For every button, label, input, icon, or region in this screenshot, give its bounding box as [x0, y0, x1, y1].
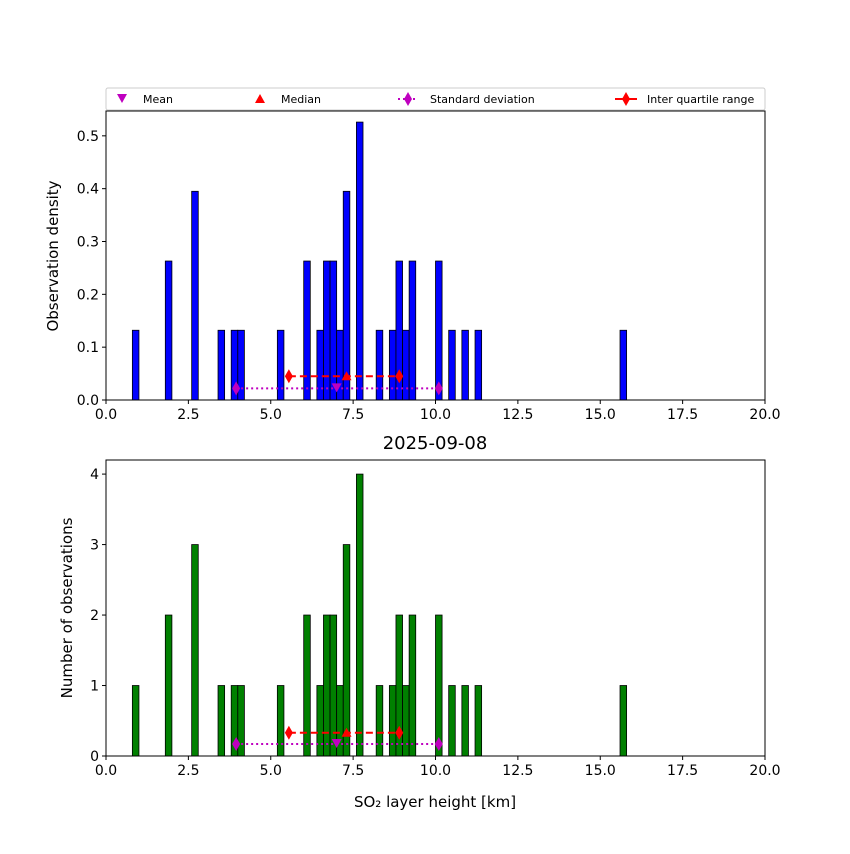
histogram-bar — [388, 329, 397, 401]
histogram-bar — [323, 614, 331, 757]
histogram-bar — [474, 329, 483, 401]
histogram-bar — [217, 685, 226, 757]
iqr-marker — [284, 369, 293, 384]
mean-legend-icon — [117, 94, 127, 103]
histogram-bar — [375, 685, 384, 757]
histogram-bar — [191, 544, 199, 757]
histogram-bar — [448, 329, 456, 401]
bottom-ylabel: Number of observations — [58, 517, 76, 698]
x-tick-label: 20.0 — [749, 407, 780, 423]
y-tick-label: 0.5 — [77, 129, 99, 145]
histogram-bar — [131, 329, 140, 401]
histogram-bar — [303, 260, 311, 401]
histogram-bar — [316, 685, 324, 757]
histogram-bar — [191, 190, 199, 401]
mean-marker — [331, 383, 342, 393]
histogram-bar — [342, 544, 351, 757]
median-legend-icon — [255, 94, 265, 103]
histogram-bar — [342, 190, 351, 401]
x-tick-label: 15.0 — [585, 763, 616, 779]
x-tick-label: 0.0 — [95, 763, 117, 779]
x-tick-label: 2.5 — [177, 407, 199, 423]
std-legend-icon — [404, 92, 412, 106]
y-tick-label: 0 — [90, 749, 99, 765]
iqr-marker — [284, 725, 293, 740]
histogram-bar — [408, 614, 417, 757]
plot-0: 0.0 2.5 5.0 7.5 10.0 12.5 15.0 17.5 20.0 0.0 0.1 0.… — [77, 110, 781, 423]
histogram-bar — [164, 260, 173, 401]
iqr-marker — [395, 725, 404, 740]
histogram-bar — [323, 260, 331, 401]
plot-1: 0.0 2.5 5.0 7.5 10.0 12.5 15.0 17.5 20.0 0 1 2 3 4 — [90, 459, 781, 779]
histogram-bar — [329, 260, 338, 401]
histogram-bar — [619, 329, 628, 401]
histogram-bar — [276, 685, 285, 757]
median-marker — [341, 727, 352, 737]
x-tick-label: 10.0 — [420, 407, 451, 423]
iqr-marker — [395, 369, 404, 384]
histogram-bar — [131, 685, 140, 757]
top-ylabel: Observation density — [44, 180, 62, 331]
histogram-bar — [461, 685, 469, 757]
x-tick-label: 17.5 — [667, 763, 698, 779]
histogram-bar — [164, 614, 173, 757]
x-tick-label: 15.0 — [585, 407, 616, 423]
histogram-bar — [316, 329, 324, 401]
histogram-bar — [461, 329, 469, 401]
histogram-bar — [276, 329, 285, 401]
histogram-bar — [388, 685, 397, 757]
histogram-bar — [448, 685, 456, 757]
x-tick-label: 17.5 — [667, 407, 698, 423]
std-marker — [434, 381, 443, 396]
histogram-bar — [402, 329, 410, 401]
histogram-bar — [375, 329, 384, 401]
x-tick-label: 12.5 — [502, 763, 533, 779]
histogram-bar — [329, 614, 338, 757]
x-tick-label: 12.5 — [502, 407, 533, 423]
histogram-bar — [217, 329, 226, 401]
y-tick-label: 0.0 — [77, 393, 99, 409]
y-tick-label: 0.1 — [77, 340, 99, 356]
x-tick-label: 5.0 — [260, 763, 282, 779]
y-tick-label: 0.4 — [77, 182, 99, 198]
std-marker — [232, 381, 241, 396]
std-marker — [232, 737, 241, 752]
x-tick-label: 5.0 — [260, 407, 282, 423]
y-tick-label: 3 — [90, 538, 99, 554]
x-tick-label: 20.0 — [749, 763, 780, 779]
legend-mean: Mean — [143, 93, 173, 106]
y-tick-label: 2 — [90, 608, 99, 624]
x-tick-label: 7.5 — [342, 407, 364, 423]
x-tick-label: 10.0 — [420, 763, 451, 779]
x-tick-label: 0.0 — [95, 407, 117, 423]
std-marker — [434, 737, 443, 752]
histogram-bar — [303, 614, 311, 757]
histogram-bar — [474, 685, 483, 757]
legend-std: Standard deviation — [430, 93, 535, 106]
x-tick-label: 2.5 — [177, 763, 199, 779]
mean-marker — [331, 739, 342, 749]
histogram-bar — [356, 121, 364, 401]
median-marker — [341, 371, 352, 381]
bottom-title: 2025-09-08 — [383, 433, 488, 454]
y-tick-label: 1 — [90, 679, 99, 695]
legend: Mean Median Standard deviation Inter qua… — [105, 87, 766, 111]
histogram-bar — [408, 260, 417, 401]
x-tick-label: 7.5 — [342, 763, 364, 779]
y-tick-label: 0.2 — [77, 287, 99, 303]
y-tick-label: 0.3 — [77, 234, 99, 250]
histogram-bar — [356, 473, 364, 757]
bottom-xlabel: SO₂ layer height [km] — [354, 793, 516, 811]
y-tick-label: 4 — [90, 467, 99, 483]
iqr-legend-icon — [622, 92, 630, 106]
histogram-bar — [402, 685, 410, 757]
histogram-bar — [435, 260, 443, 401]
histogram-bar — [619, 685, 628, 757]
histogram-bar — [435, 614, 443, 757]
legend-iqr: Inter quartile range — [647, 93, 754, 106]
legend-median: Median — [281, 93, 321, 106]
